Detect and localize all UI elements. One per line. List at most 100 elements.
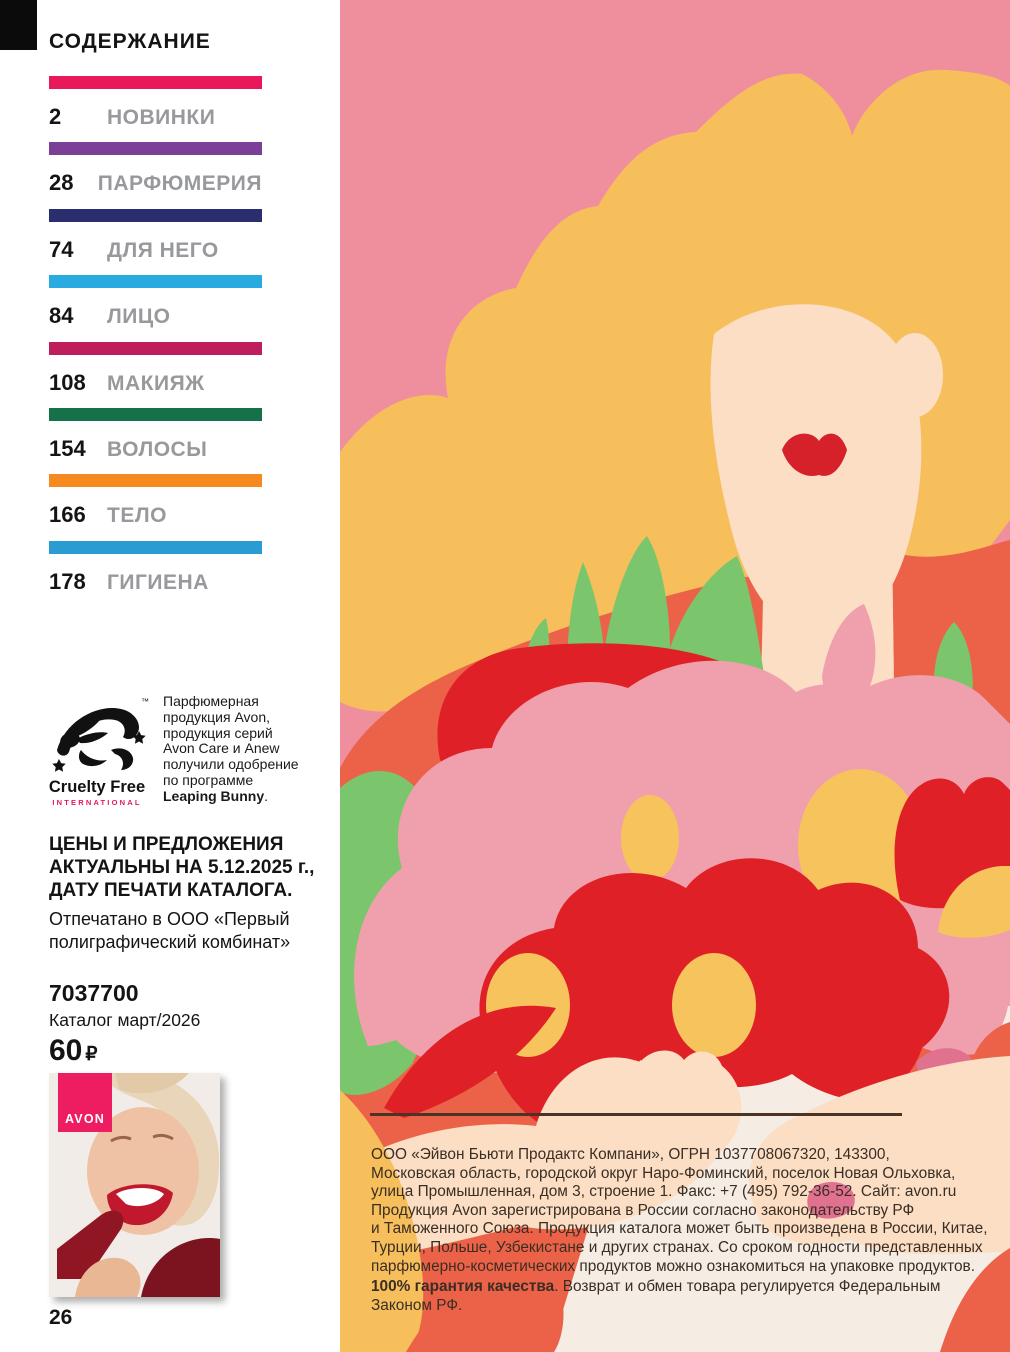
yellow-wedge <box>340 1090 424 1352</box>
cover-brow-left <box>110 1135 132 1143</box>
cruelty-free-text-line: продукция Avon, <box>163 708 270 725</box>
flower-center-yellow-2 <box>798 769 922 921</box>
toc-title: СОДЕРЖАНИЕ <box>49 30 211 53</box>
prices-valid-line: АКТУАЛЬНЫ НА 5.12.2025 г., <box>49 857 315 878</box>
legal-guarantee-line: 100% гарантия качества. Возврат и обмен … <box>371 1278 941 1296</box>
flower-center-yellow-4 <box>672 953 756 1057</box>
toc-page-number: 154 <box>49 435 86 461</box>
page-number: 26 <box>49 1306 73 1329</box>
toc-section-label: ГИГИЕНА <box>107 570 209 594</box>
bunny-ear-2 <box>77 732 108 744</box>
bunny-head <box>60 732 80 748</box>
toc-section-label: ПАРФЮМЕРИЯ <box>97 172 262 196</box>
cover-hair-top <box>115 1073 189 1094</box>
bunny-star-left <box>52 759 66 772</box>
legal-paragraph-2: 100% гарантия качества. Возврат и обмен … <box>371 1278 941 1315</box>
catalog-code: 7037700 <box>49 980 139 1006</box>
toc-color-bar <box>49 142 262 156</box>
toc-page-number: 108 <box>49 369 86 395</box>
catalog-cover-thumbnail[interactable]: AVON <box>49 1073 220 1297</box>
catalog-price: 60 ₽ <box>49 1034 98 1067</box>
toc-color-bar <box>49 208 262 222</box>
toc-page-number: 28 <box>49 170 74 196</box>
toc-item[interactable]: 74 ДЛЯ НЕГО <box>49 208 262 275</box>
toc-row: 166 ТЕЛО <box>49 502 262 528</box>
prices-valid-line: ЦЕНЫ И ПРЕДЛОЖЕНИЯ <box>49 834 284 855</box>
toc-color-bar <box>49 474 262 488</box>
toc-section-label: ВОЛОСЫ <box>107 437 208 461</box>
legal-line: Продукция Avon зарегистрирована в России… <box>371 1201 915 1219</box>
toc-page-number: 2 <box>49 104 62 129</box>
cruelty-free-text-line: Avon Care и Anew <box>163 740 280 757</box>
toc-section-label: МАКИЯЖ <box>107 371 205 395</box>
prices-valid-note: ЦЕНЫ И ПРЕДЛОЖЕНИЯ АКТУАЛЬНЫ НА 5.12.2025… <box>49 833 314 902</box>
legal-line: Турции, Польше, Узбекистане и других стр… <box>371 1238 983 1256</box>
right-arm-group <box>749 1022 1010 1255</box>
cruelty-free-text-lines: Парфюмерная продукция Avon, продукция сери… <box>163 693 329 789</box>
left-hand <box>340 1050 742 1260</box>
avon-logo-box <box>58 1073 112 1132</box>
toc-item[interactable]: 166 ТЕЛО <box>49 474 262 540</box>
cover-brow-right <box>152 1133 174 1141</box>
printed-by-line: Отпечатано в ООО «Первый <box>49 909 290 929</box>
catalog-info-block: 7037700 Каталог март/2026 60 ₽ <box>49 980 200 1068</box>
lips-shape <box>782 433 847 476</box>
bunny-ear-1 <box>75 716 103 736</box>
catalog-edition: Каталог март/2026 <box>49 1010 201 1030</box>
avon-logo-text: AVON <box>65 1112 105 1126</box>
legal-paragraph-1: ООО «Эйвон Бьюти Продактс Компани», ОГРН… <box>371 1146 987 1276</box>
bunny-star-right <box>132 731 146 744</box>
leaping-bunny-logo: ™ Cruelty Free INTERNATIONAL <box>49 697 149 807</box>
toc-item[interactable]: 28 ПАРФЮМЕРИЯ <box>49 142 262 208</box>
ruble-sign: ₽ <box>85 1044 98 1065</box>
toc-item[interactable]: 84 ЛИЦО <box>49 275 262 341</box>
international-wordmark: INTERNATIONAL <box>52 798 141 807</box>
cruelty-free-text-line: продукция серий <box>163 724 273 741</box>
orange-wedge-left <box>406 1244 564 1352</box>
toc-row: 178 ГИГИЕНА <box>49 569 262 595</box>
corner-mark <box>0 0 37 50</box>
cover-teeth <box>116 1188 164 1207</box>
cover-illustration <box>340 0 1010 1352</box>
toc-item[interactable]: 2 НОВИНКИ <box>49 76 262 142</box>
legal-line: Московская область, городской округ Наро… <box>371 1164 956 1182</box>
legal-line: улица Промышленная, дом 3, строение 1. Ф… <box>371 1183 957 1201</box>
toc-row: 108 МАКИЯЖ <box>49 370 262 396</box>
legal-divider-line <box>370 1113 902 1116</box>
toc-color-bar <box>49 540 262 554</box>
cover-hand <box>75 1257 141 1297</box>
orange-corner-right <box>940 1248 1010 1352</box>
toc-row: 2 НОВИНКИ <box>49 104 262 130</box>
toc-row: 28 ПАРФЮМЕРИЯ <box>49 170 262 196</box>
toc-row: 154 ВОЛОСЫ <box>49 436 262 462</box>
toc-item[interactable]: 178 ГИГИЕНА <box>49 540 262 607</box>
legal-guarantee-line-2: Законом РФ. <box>371 1296 463 1314</box>
toc-item[interactable]: 108 МАКИЯЖ <box>49 341 262 408</box>
toc-section-label: ТЕЛО <box>107 504 167 528</box>
toc-page-number: 178 <box>49 568 86 594</box>
cruelty-free-text-line: по программе <box>163 771 254 788</box>
legal-line: ООО «Эйвон Бьюти Продактс Компани», ОГРН… <box>371 1146 890 1163</box>
toc-color-bar <box>49 341 262 355</box>
printed-by-line: полиграфический комбинат» <box>49 932 291 952</box>
printed-by-note: Отпечатано в ООО «Первый полиграфический … <box>49 908 314 954</box>
legal-line: парфюмерно-косметических продуктов можно… <box>371 1257 975 1275</box>
legal-text-block: ООО «Эйвон Бьюти Продактс Компани», ОГРН… <box>371 1146 987 1315</box>
toc-section-label: ЛИЦО <box>107 305 171 329</box>
toc-page-number: 84 <box>49 303 74 329</box>
toc-row: 74 ДЛЯ НЕГО <box>49 237 262 263</box>
prices-valid-line: ДАТУ ПЕЧАТИ КАТАЛОГА. <box>49 880 293 901</box>
toc-page-number: 74 <box>49 236 74 262</box>
toc-section-label: НОВИНКИ <box>107 106 216 129</box>
toc-section-label: ДЛЯ НЕГО <box>107 238 219 262</box>
cover-lipstick <box>57 1210 124 1279</box>
print-info-block: ЦЕНЫ И ПРЕДЛОЖЕНИЯ АКТУАЛЬНЫ НА 5.12.2025… <box>49 833 314 954</box>
cruelty-free-text: Парфюмерная продукция Avon, продукция сери… <box>163 693 329 805</box>
tm-mark: ™ <box>141 697 149 706</box>
toc-item[interactable]: 154 ВОЛОСЫ <box>49 407 262 474</box>
toc-color-bar <box>49 76 262 89</box>
toc-color-bar <box>49 275 262 289</box>
thumb-pink <box>807 1182 855 1219</box>
bunny-hind-swirl <box>111 748 134 770</box>
toc-color-bar <box>49 407 262 421</box>
